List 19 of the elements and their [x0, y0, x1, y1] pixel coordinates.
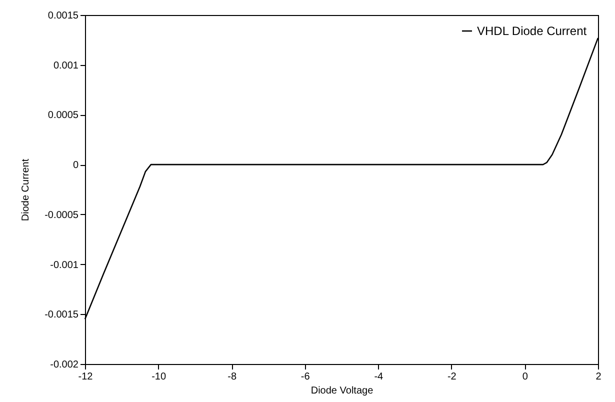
x-tick-label: -8 — [228, 372, 237, 382]
y-tick-label: -0.001 — [50, 260, 79, 271]
y-tick-label: 0 — [72, 160, 79, 172]
y-tick-label: -0.0005 — [44, 210, 79, 221]
y-tick-label: 0.0015 — [48, 10, 79, 22]
x-tick-label: -2 — [447, 372, 457, 382]
y-tick-label: 0.0005 — [48, 110, 79, 122]
y-tick-label: 0.001 — [53, 60, 79, 72]
x-axis-title: Diode Voltage — [310, 386, 374, 396]
x-tick-label: -12 — [78, 372, 94, 382]
x-tick-label: -6 — [300, 372, 310, 382]
x-tick-label: 2 — [596, 372, 602, 382]
y-tick-label: -0.0015 — [44, 310, 79, 321]
x-tick-label: -4 — [374, 372, 384, 382]
x-tick-label: 0 — [522, 372, 528, 382]
legend-label: VHDL Diode Current — [477, 24, 588, 38]
y-axis-title: Diode Current — [20, 158, 32, 222]
y-tick-label: -0.002 — [50, 360, 79, 370]
x-tick-label: -10 — [152, 372, 166, 382]
